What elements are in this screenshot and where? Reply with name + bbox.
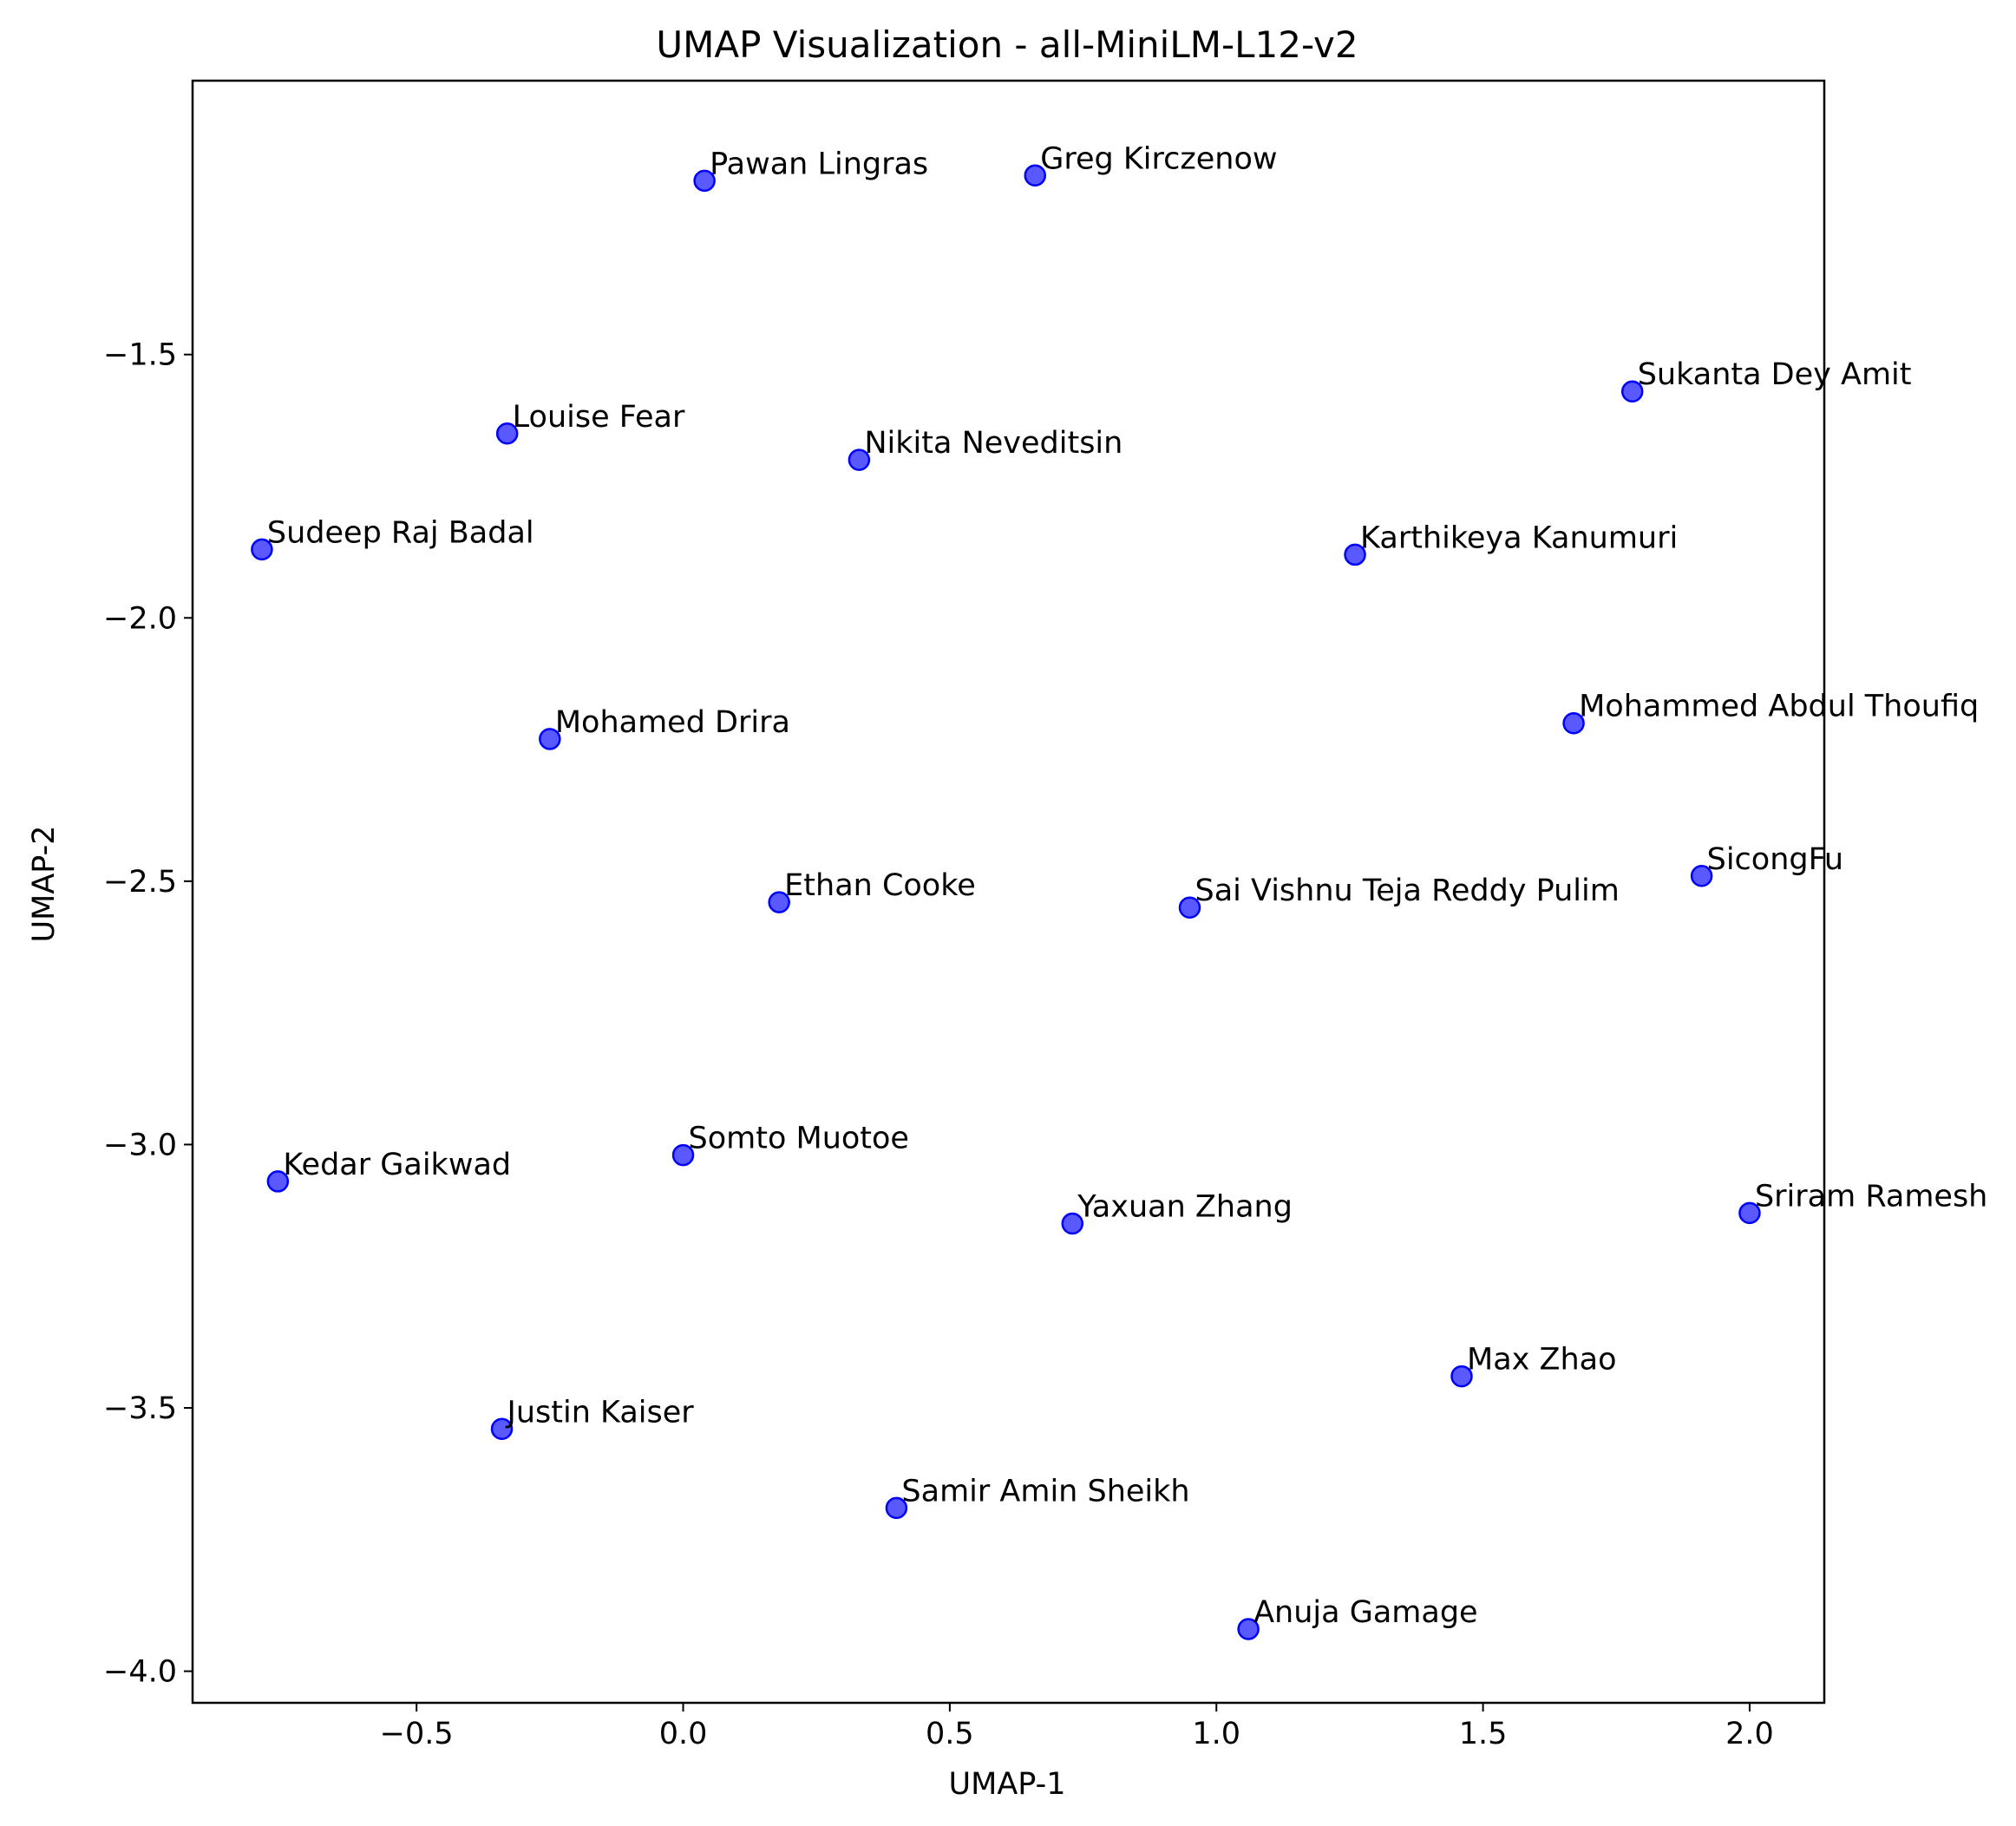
- y-axis-label: UMAP-2: [27, 826, 62, 943]
- scatter-point: [539, 728, 561, 750]
- y-tick-label: −2.0: [103, 601, 177, 636]
- scatter-point: [495, 422, 519, 445]
- y-axis-ticks: −4.0 −3.5 −3.0 −2.5 −2.0 −1.5: [103, 338, 193, 1690]
- scatter-points: [251, 164, 1761, 1640]
- point-label: Nikita Neveditsin: [864, 426, 1123, 461]
- y-tick-label: −1.5: [103, 338, 177, 373]
- scatter-point: [251, 538, 273, 561]
- x-tick-label: 0.5: [926, 1717, 974, 1751]
- point-label: Mohamed Drira: [555, 705, 790, 740]
- point-label: Mohammed Abdul Thoufiq: [1579, 690, 1979, 724]
- point-label: Anuja Gamage: [1253, 1595, 1477, 1630]
- x-tick-label: −0.5: [380, 1717, 454, 1751]
- scatter-point: [1061, 1212, 1084, 1235]
- point-label: Louise Fear: [513, 400, 685, 435]
- point-label: Karthikeya Kanumuri: [1360, 520, 1678, 555]
- scatter-point: [693, 169, 716, 193]
- scatter-point: [1450, 1365, 1473, 1388]
- scatter-point: [1344, 543, 1366, 566]
- x-tick-label: 0.0: [659, 1717, 708, 1751]
- point-label: Kedar Gaikwad: [283, 1148, 511, 1182]
- scatter-point: [1620, 380, 1644, 403]
- point-label: Samir Amin Sheikh: [901, 1474, 1189, 1509]
- scatter-point: [1024, 164, 1046, 187]
- plot-area-frame: [191, 79, 1826, 1705]
- point-label: SicongFu: [1707, 842, 1843, 877]
- scatter-point: [885, 1496, 908, 1520]
- scatter-point: [1562, 711, 1585, 735]
- point-labels: Pawan Lingras Greg Kirczenow Sukanta Dey A…: [267, 141, 1987, 1630]
- scatter-point: [1738, 1201, 1761, 1225]
- point-label: Greg Kirczenow: [1040, 141, 1277, 176]
- point-label: Yaxuan Zhang: [1077, 1190, 1293, 1225]
- point-label: Sukanta Dey Amit: [1638, 357, 1912, 392]
- y-tick-label: −3.5: [103, 1391, 177, 1426]
- y-tick-label: −4.0: [103, 1655, 177, 1690]
- scatter-point: [671, 1143, 695, 1167]
- x-tick-label: 1.0: [1192, 1717, 1240, 1751]
- x-tick-label: 2.0: [1725, 1717, 1774, 1751]
- y-tick-label: −3.0: [103, 1128, 177, 1162]
- scatter-point: [1690, 865, 1713, 887]
- scatter-point: [1178, 896, 1201, 919]
- point-label: Somto Muotoe: [689, 1122, 909, 1156]
- point-label: Sriram Ramesh: [1755, 1179, 1987, 1214]
- scatter-point: [490, 1417, 514, 1441]
- x-axis-ticks: −0.5 0.0 0.5 1.0 1.5 2.0: [380, 1703, 1774, 1751]
- point-label: Justin Kaiser: [506, 1395, 695, 1430]
- point-label: Max Zhao: [1467, 1343, 1617, 1378]
- scatter-point: [1237, 1618, 1260, 1640]
- point-label: Ethan Cooke: [784, 868, 976, 903]
- point-label: Sai Vishnu Teja Reddy Pulim: [1195, 874, 1620, 908]
- point-label: Pawan Lingras: [710, 147, 928, 181]
- x-tick-label: 1.5: [1459, 1717, 1508, 1751]
- y-tick-label: −2.5: [103, 865, 177, 900]
- scatter-point: [848, 448, 871, 471]
- chart-title: UMAP Visualization - all-MiniLM-L12-v2: [656, 23, 1358, 66]
- scatter-point: [768, 891, 790, 913]
- scatter-point: [266, 1170, 290, 1193]
- x-axis-label: UMAP-1: [949, 1767, 1066, 1802]
- point-label: Sudeep Raj Badal: [267, 515, 534, 550]
